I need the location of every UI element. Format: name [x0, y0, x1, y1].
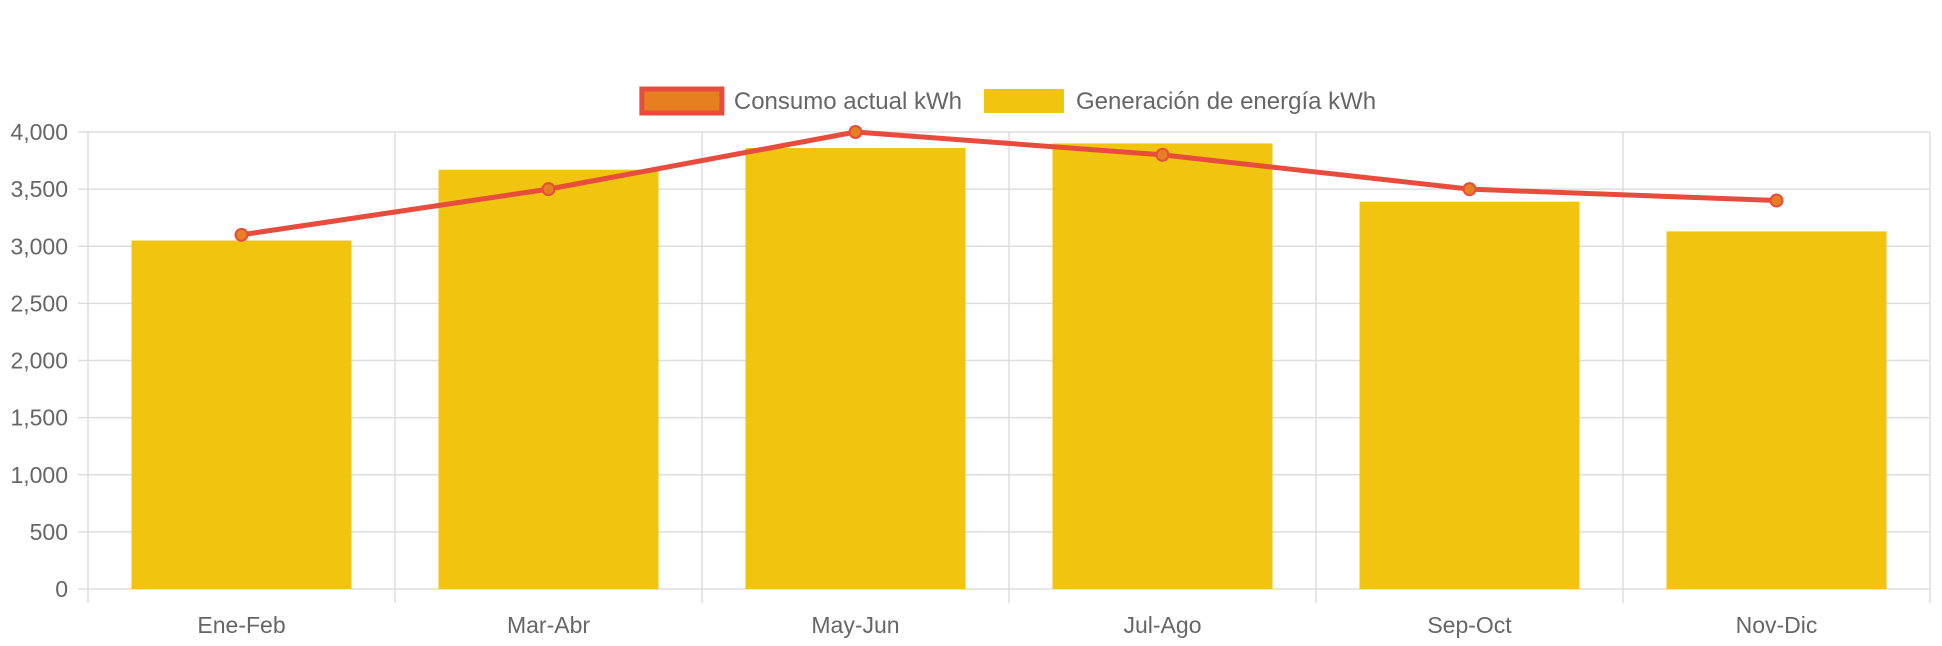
- line-series: [234, 125, 1784, 242]
- legend-swatch: [639, 86, 725, 116]
- y-tick-label: 3,500: [10, 176, 68, 202]
- y-tick-label: 3,000: [10, 233, 68, 259]
- legend-label: Generación de energía kWh: [1076, 88, 1376, 115]
- y-tick-label: 2,000: [10, 348, 68, 374]
- legend-label: Consumo actual kWh: [734, 88, 962, 115]
- chart-grid: [78, 131, 1931, 603]
- x-tick-label: Sep-Oct: [1427, 612, 1512, 638]
- bar-series: [131, 143, 1887, 590]
- chart-legend[interactable]: Consumo actual kWh Generación de energía …: [639, 86, 1376, 116]
- bar[interactable]: [1666, 231, 1887, 589]
- bar[interactable]: [1359, 201, 1580, 589]
- y-tick-label: 2,500: [10, 290, 68, 316]
- bar[interactable]: [438, 169, 659, 589]
- bar[interactable]: [131, 240, 352, 589]
- line-path: [239, 129, 1779, 238]
- x-tick-label: Nov-Dic: [1736, 612, 1818, 638]
- line-point[interactable]: [541, 182, 556, 197]
- bar[interactable]: [1052, 143, 1273, 590]
- y-tick-label: 500: [30, 519, 68, 545]
- x-tick-label: Ene-Feb: [197, 612, 285, 638]
- legend-item-generacion[interactable]: Generación de energía kWh: [983, 88, 1376, 115]
- chart-axes: 0 500 1,000 1,500 2,000 2,500 3,000 3,500 4,000 E…: [10, 119, 1817, 638]
- y-tick-label: 1,000: [10, 462, 68, 488]
- x-tick-label: Jul-Ago: [1124, 612, 1202, 638]
- line-point[interactable]: [1769, 193, 1784, 208]
- legend-swatch: [983, 89, 1064, 113]
- y-tick-label: 0: [55, 576, 68, 602]
- x-tick-label: Mar-Abr: [507, 612, 590, 638]
- line-point[interactable]: [1462, 182, 1477, 197]
- y-tick-label: 1,500: [10, 405, 68, 431]
- line-point[interactable]: [234, 227, 249, 242]
- y-tick-label: 4,000: [10, 119, 68, 145]
- x-tick-label: May-Jun: [811, 612, 899, 638]
- bar[interactable]: [745, 147, 966, 589]
- line-point[interactable]: [848, 125, 863, 139]
- line-point[interactable]: [1155, 147, 1170, 162]
- legend-item-consumo[interactable]: Consumo actual kWh: [639, 86, 962, 116]
